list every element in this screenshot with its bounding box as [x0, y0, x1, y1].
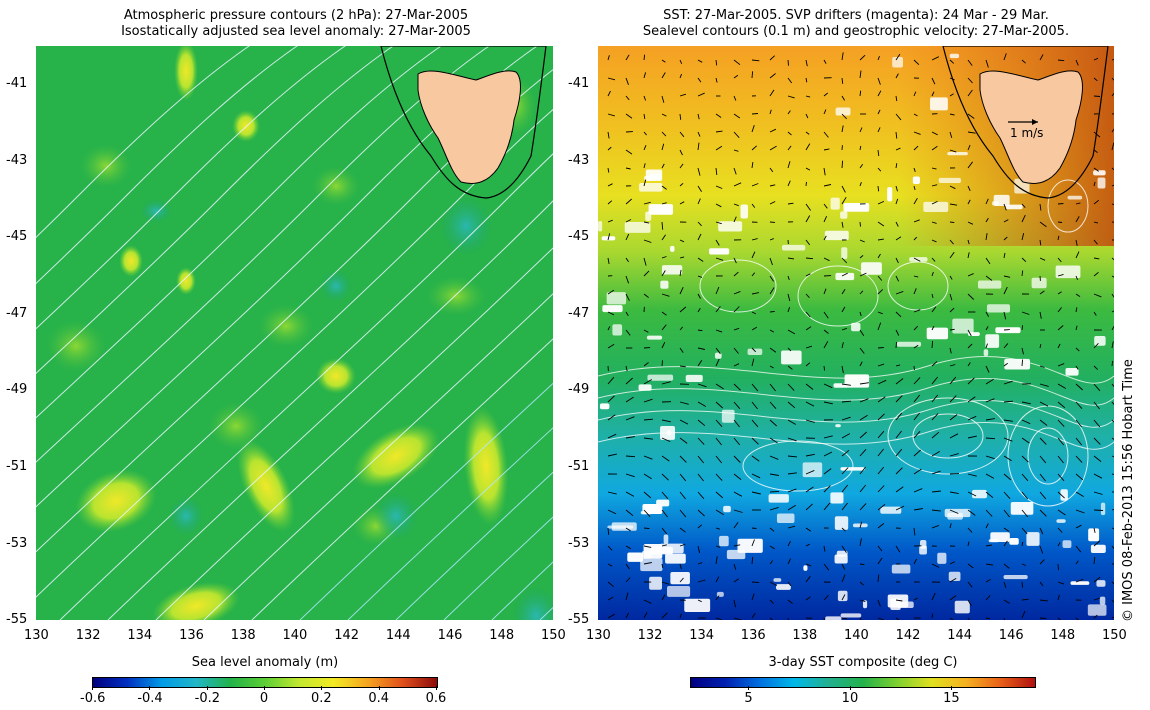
- right-x-tick-label: 144: [947, 628, 973, 643]
- right-title-line2: Sealevel contours (0.1 m) and geostrophi…: [642, 24, 1070, 39]
- right-x-tick-label: 136: [740, 628, 766, 643]
- right-cbar-tick-label: 15: [943, 691, 960, 706]
- left-map-panel: [36, 46, 553, 620]
- right-x-tick-label: 132: [637, 628, 663, 643]
- geostrophic-velocity-arrows: [607, 52, 1114, 620]
- right-cbar-tick-mark: [849, 686, 851, 690]
- left-cbar-tick-label: 0: [259, 691, 269, 706]
- left-x-tick-label: 146: [437, 628, 463, 643]
- left-cbar-tick-label: -0.2: [194, 691, 221, 706]
- left-x-tick-label: 144: [385, 628, 411, 643]
- coastline: [380, 46, 547, 199]
- right-colorbar: [690, 677, 1036, 688]
- left-x-tick-label: 140: [282, 628, 308, 643]
- right-cbar-tick-mark: [748, 686, 750, 690]
- right-y-tick-label: -51: [568, 459, 590, 474]
- right-y-tick-label: -55: [568, 612, 590, 628]
- right-x-tick-label: 150: [1102, 628, 1127, 643]
- left-title-line1: Atmospheric pressure contours (2 hPa): 2…: [123, 8, 469, 23]
- left-x-tick-label: 142: [334, 628, 360, 643]
- sst-map: [598, 46, 1114, 620]
- right-x-tick-label: 130: [586, 628, 611, 643]
- left-cbar-tick-label: -0.4: [137, 691, 163, 706]
- tasmania-land: [979, 70, 1083, 184]
- left-cbar-tick-mark: [378, 686, 380, 690]
- right-title-line1: SST: 27-Mar-2005. SVP drifters (magenta)…: [663, 8, 1049, 23]
- left-y-tick-label: -55: [6, 612, 28, 628]
- left-cbar-tick-mark: [321, 686, 323, 690]
- left-cbar-tick-label: 0.2: [310, 691, 332, 706]
- left-cbar-tick-mark: [264, 686, 265, 690]
- left-cbar-tick-label: 0.6: [425, 691, 447, 706]
- right-x-tick-label: 138: [792, 628, 818, 643]
- copyright-text: © IMOS 08-Feb-2013 15:56 Hobart Time: [1121, 359, 1136, 622]
- left-x-tick-label: 138: [230, 628, 256, 643]
- left-x-tick-label: 136: [179, 628, 204, 643]
- right-y-tick-label: -45: [568, 229, 590, 245]
- pressure-contours: [36, 46, 553, 620]
- right-map-title: SST: 27-Mar-2005. SVP drifters (magenta)…: [598, 8, 1114, 40]
- left-cbar-tick-label: 0.4: [368, 691, 389, 706]
- left-cbar-tick-mark: [92, 686, 93, 690]
- left-y-tick-label: -45: [6, 229, 28, 245]
- left-cbar-tick-mark: [149, 686, 151, 690]
- left-y-tick-label: -53: [6, 535, 28, 551]
- right-y-tick-label: -53: [568, 535, 590, 551]
- right-cbar-tick-mark: [951, 686, 953, 690]
- right-cbar-tick-label: 5: [744, 691, 753, 706]
- left-x-tick-label: 134: [127, 628, 153, 643]
- right-x-tick-label: 146: [998, 628, 1024, 643]
- left-colorbar: [92, 677, 438, 688]
- left-y-tick-label: -47: [6, 305, 28, 321]
- right-x-tick-label: 142: [895, 628, 921, 643]
- right-y-tick-label: -43: [568, 152, 590, 168]
- velocity-scale-arrow: [1008, 119, 1038, 125]
- right-x-tick-label: 140: [844, 628, 869, 643]
- left-y-tick-label: -43: [6, 152, 28, 168]
- left-map-title: Atmospheric pressure contours (2 hPa): 2…: [36, 8, 556, 40]
- left-title-line2: Isostatically adjusted sea level anomaly…: [121, 24, 471, 39]
- right-cbar-tick-label: 10: [841, 691, 859, 706]
- right-x-tick-label: 148: [1050, 628, 1076, 643]
- left-x-tick-label: 132: [75, 628, 101, 643]
- velocity-scale-label: 1 m/s: [1010, 126, 1044, 140]
- left-x-tick-label: 150: [541, 628, 566, 643]
- right-y-tick-label: -49: [568, 382, 590, 398]
- left-y-tick-label: -49: [6, 382, 28, 398]
- left-y-tick-label: -41: [6, 76, 28, 91]
- right-y-tick-label: -47: [568, 305, 590, 321]
- right-y-tick-label: -41: [568, 76, 590, 91]
- sea-level-contours: [598, 179, 1114, 507]
- left-cbar-tick-label: -0.6: [80, 691, 106, 706]
- sea-level-anomaly-map: [36, 46, 553, 620]
- cloud-gaps: [598, 53, 1107, 620]
- left-x-tick-label: 130: [24, 628, 49, 643]
- tasmania-land: [417, 70, 521, 184]
- coastline: [942, 46, 1109, 199]
- right-map-panel: 1 m/s: [598, 46, 1114, 620]
- right-x-tick-label: 134: [689, 628, 715, 643]
- left-x-tick-label: 148: [489, 628, 515, 643]
- anomaly-patches: [46, 46, 553, 620]
- left-y-tick-label: -51: [6, 459, 28, 474]
- right-colorbar-title: 3-day SST composite (deg C): [768, 655, 958, 670]
- left-cbar-tick-mark: [206, 686, 208, 690]
- left-cbar-tick-mark: [436, 686, 437, 690]
- left-colorbar-title: Sea level anomaly (m): [191, 655, 339, 670]
